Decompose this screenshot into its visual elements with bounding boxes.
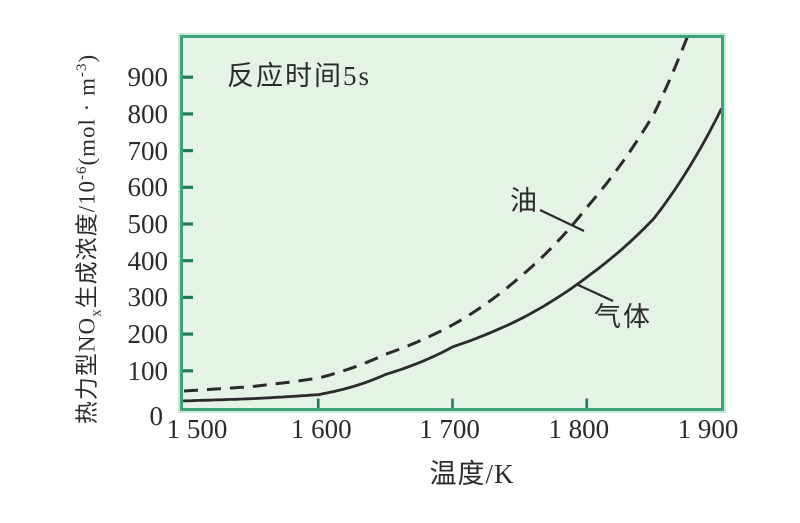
y-axis-title-segment: ) [74,53,100,63]
y-tick-label: 400 [127,245,169,276]
y-tick-label: 700 [127,135,169,166]
y-tick-label: 600 [127,172,169,203]
x-tick-label: 1 700 [419,414,480,444]
y-tick-label: 500 [127,209,169,239]
reaction-time-annotation: 反应时间5s [227,61,372,91]
y-axis-title-segment: 生成浓度/10 [74,180,100,309]
oil-curve [183,38,689,393]
y-axis-title: 热力型NOx生成浓度/10-6(mol · m-3) [65,29,104,449]
y-axis-title-segment: -6 [74,165,90,181]
gas-curve [183,108,721,403]
oil-series-label: 油 [510,186,539,216]
axis-tick-marks [183,75,589,408]
gas-series-label: 气体 [594,302,652,332]
gas-label-leader-line [575,283,614,302]
x-tick-label: 1 500 [166,414,228,444]
x-tick-label: 1 800 [548,414,610,444]
y-tick-label: 300 [127,282,169,313]
y-axis-title-segment: -3 [74,62,90,78]
x-axis-title: 温度/K [429,459,515,489]
plot-svg [183,38,721,408]
x-tick-label: 1 900 [677,414,739,444]
y-tick-label: 0 [149,401,164,431]
oil-label-leader-line [539,209,585,232]
x-tick-label: 1 600 [290,414,352,444]
y-tick-label: 200 [127,319,169,350]
y-axis-title-segment: (mol · m [74,77,100,166]
y-tick-label: 900 [127,62,169,93]
y-tick-label: 100 [127,355,169,386]
y-tick-label: 800 [127,98,169,129]
plot-area: 反应时间5s [180,35,724,411]
